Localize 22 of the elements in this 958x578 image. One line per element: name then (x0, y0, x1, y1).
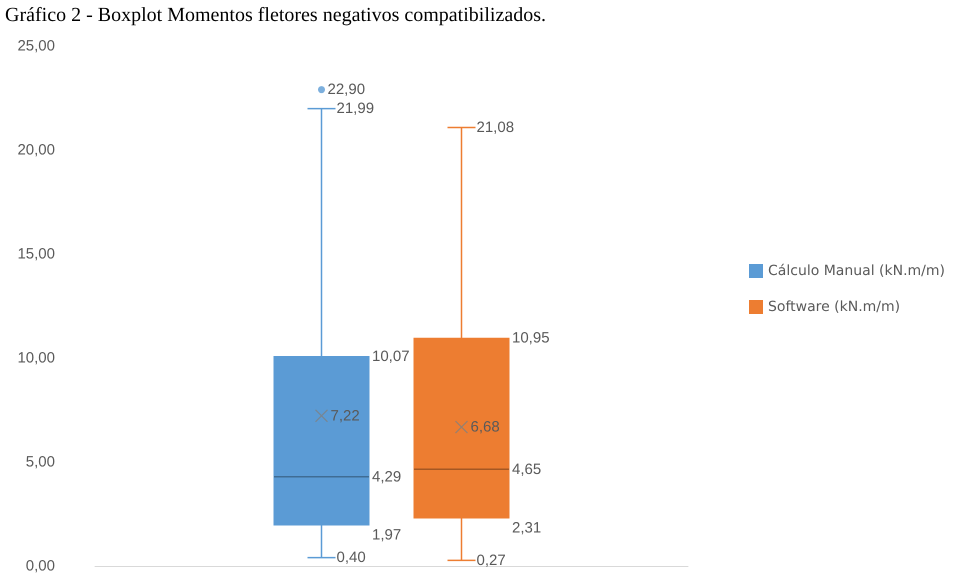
annotation: 4,29 (372, 468, 402, 486)
y-tick-label: 15,00 (17, 246, 55, 262)
annotation: 2,31 (512, 519, 542, 536)
annotation: 21,99 (336, 100, 374, 118)
y-tick-label: 10,00 (17, 350, 55, 366)
annotation: 1,97 (372, 526, 402, 544)
annotation: 10,07 (372, 348, 410, 366)
y-tick-label: 5,00 (26, 454, 55, 470)
legend-label: Software (kN.m/m) (768, 299, 900, 315)
annotation: 22,90 (328, 81, 366, 98)
y-tick-label: 20,00 (17, 142, 55, 158)
annotation: 4,65 (512, 460, 542, 478)
annotation: 10,95 (512, 330, 550, 347)
y-tick-label: 0,00 (26, 558, 55, 574)
annotation: 0,40 (336, 549, 366, 566)
annotation: 6,68 (470, 418, 500, 436)
chart-title: Gráfico 2 - Boxplot Momentos fletores negativos compatibilizados. (5, 4, 546, 26)
annotation: 0,27 (476, 552, 506, 569)
annotation: 21,08 (476, 119, 514, 136)
annotation: 7,22 (330, 407, 360, 424)
y-tick-label: 25,00 (17, 38, 55, 54)
legend-label: Cálculo Manual (kN.m/m) (768, 263, 946, 279)
